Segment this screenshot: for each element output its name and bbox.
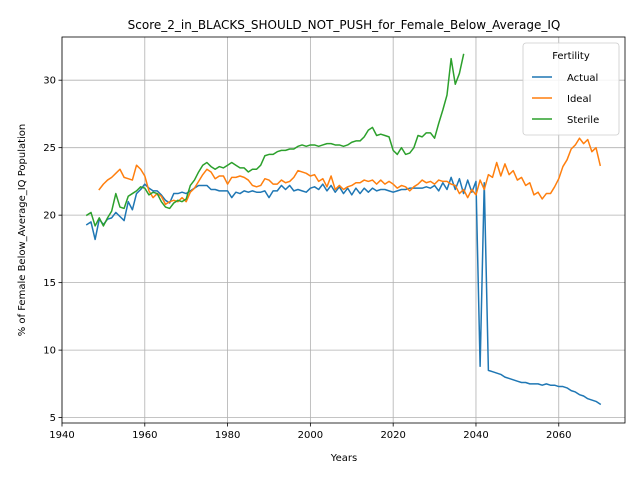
legend-label-sterile: Sterile — [567, 115, 599, 126]
x-axis-label: Years — [330, 453, 357, 464]
y-tick-label: 5 — [50, 413, 56, 424]
y-tick-label: 10 — [43, 346, 56, 357]
y-tick-label: 30 — [43, 76, 56, 87]
tick-layer: 1940 1960 1980 2000 2020 2040 2060 5 10 15 20 25 30 — [43, 76, 571, 441]
plot-frame — [61, 36, 626, 424]
x-tick-label: 2020 — [380, 430, 405, 441]
x-tick-label: 2000 — [298, 430, 323, 441]
chart-title: Score_2_in_BLACKS_SHOULD_NOT_PUSH_for_Fe… — [128, 18, 561, 32]
y-tick-label: 15 — [43, 278, 56, 289]
x-tick-label: 1980 — [215, 430, 240, 441]
x-tick-label: 2060 — [546, 430, 571, 441]
legend-box — [522, 42, 620, 136]
y-axis-label: % of Female Below_Average_IQ Population — [17, 124, 28, 337]
series-line-sterile — [85, 53, 465, 227]
series-line-actual — [85, 176, 602, 406]
legend-label-actual: Actual — [567, 73, 598, 84]
y-tick-label: 20 — [43, 211, 56, 222]
series-layer — [85, 53, 602, 406]
legend-label-ideal: Ideal — [567, 94, 591, 105]
x-tick-label: 1960 — [132, 430, 157, 441]
x-tick-label: 1940 — [49, 430, 74, 441]
legend: Fertility Actual Ideal Sterile — [522, 42, 620, 136]
x-tick-label: 2040 — [463, 430, 488, 441]
y-tick-label: 25 — [43, 143, 56, 154]
legend-title: Fertility — [552, 51, 590, 62]
series-line-ideal — [98, 137, 602, 206]
grid-layer — [61, 37, 625, 423]
